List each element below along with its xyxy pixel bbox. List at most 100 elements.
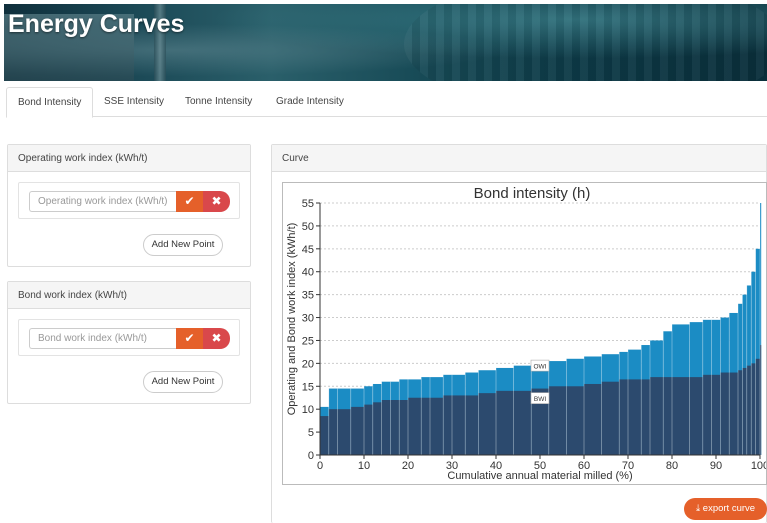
bwi-bar xyxy=(328,409,338,455)
tab-bond-intensity[interactable]: Bond Intensity xyxy=(6,87,94,118)
banner-pipe-image xyxy=(154,4,166,81)
owi-bar xyxy=(755,248,760,455)
bwi-bar xyxy=(443,395,452,455)
owi-input-group: ✔ ✖ xyxy=(18,182,240,219)
owi-clear-button[interactable]: ✖ xyxy=(203,191,230,212)
bwi-bar xyxy=(755,358,760,455)
bwi-bar xyxy=(566,386,584,455)
chart-axes xyxy=(316,202,761,459)
checkmark-icon: ✔ xyxy=(184,331,195,345)
bwi-bar xyxy=(430,397,444,455)
bwi-bar xyxy=(337,409,351,455)
y-tick-labels: 0 5 10 15 20 25 30 35 40 45 50 55 xyxy=(302,198,314,462)
bwi-bar xyxy=(760,345,762,455)
bwi-bar xyxy=(320,416,329,455)
owi-annotation: OWI xyxy=(534,364,547,371)
bwi-bar xyxy=(399,400,408,455)
y-tick-label: 25 xyxy=(302,335,314,347)
tab-grade-intensity[interactable]: Grade Intensity xyxy=(276,96,344,107)
owi-input[interactable] xyxy=(29,191,176,212)
x-tick-label: 40 xyxy=(490,460,502,472)
bwi-bar xyxy=(672,377,690,455)
x-tick-label: 50 xyxy=(534,460,546,472)
x-tick-label: 0 xyxy=(317,460,323,472)
bwi-bar xyxy=(641,379,650,455)
owi-panel-title: Operating work index (kWh/t) xyxy=(8,145,250,172)
bwi-bar xyxy=(421,397,430,455)
y-tick-label: 30 xyxy=(302,313,314,325)
bwi-add-point-button[interactable]: Add New Point xyxy=(143,371,223,393)
tab-sse-intensity[interactable]: SSE Intensity xyxy=(104,96,165,107)
export-curve-button[interactable]: ⤓ export curve xyxy=(684,498,767,520)
owi-bar xyxy=(760,203,762,455)
owi-add-point-button[interactable]: Add New Point xyxy=(143,234,223,256)
bwi-bar xyxy=(689,377,703,455)
y-tick-label: 50 xyxy=(302,221,314,233)
x-tick-label: 30 xyxy=(446,460,458,472)
banner-machinery-image xyxy=(4,14,134,81)
y-tick-label: 40 xyxy=(302,267,314,279)
checkmark-icon: ✔ xyxy=(184,194,195,208)
bond-intensity-chart: Bond intensity (h) 0 5 10 15 20 25 30 35 40 45 50 5… xyxy=(282,182,767,485)
tab-bar: Bond Intensity SSE Intensity Tonne Inten… xyxy=(6,87,767,118)
x-tick-label: 70 xyxy=(622,460,634,472)
y-tick-label: 15 xyxy=(302,381,314,393)
y-tick-label: 10 xyxy=(302,404,314,416)
bwi-bar xyxy=(408,397,422,455)
chart-title: Bond intensity (h) xyxy=(474,185,591,202)
close-icon: ✖ xyxy=(211,194,222,208)
y-tick-label: 0 xyxy=(308,450,314,462)
bwi-bar xyxy=(496,390,514,455)
bwi-input[interactable] xyxy=(29,328,176,349)
owi-confirm-button[interactable]: ✔ xyxy=(176,191,203,212)
bwi-clear-button[interactable]: ✖ xyxy=(203,328,230,349)
bwi-bar xyxy=(531,388,549,455)
bwi-bar xyxy=(381,400,391,455)
bwi-bar xyxy=(751,363,756,455)
x-tick-labels: 0 10 20 30 40 50 60 70 80 90 100 xyxy=(317,460,767,472)
bwi-bar xyxy=(452,395,466,455)
y-axis-label: Operating and Bond work index (kWh/t) xyxy=(286,223,298,416)
y-tick-label: 20 xyxy=(302,358,314,370)
y-tick-label: 45 xyxy=(302,244,314,256)
x-tick-label: 20 xyxy=(402,460,414,472)
bwi-confirm-button[interactable]: ✔ xyxy=(176,328,203,349)
bwi-bar xyxy=(513,390,532,455)
annotation-box xyxy=(530,359,550,372)
bwi-panel-title: Bond work index (kWh/t) xyxy=(8,282,250,309)
export-curve-label: export curve xyxy=(702,503,756,514)
bwi-bar xyxy=(548,386,567,455)
bwi-bar xyxy=(720,372,730,455)
x-tick-label: 100 xyxy=(751,460,766,472)
download-icon: ⤓ xyxy=(695,503,701,514)
header-banner: Energy Curves xyxy=(4,4,767,81)
bwi-bar xyxy=(364,404,373,455)
chart-svg: Bond intensity (h) 0 5 10 15 20 25 30 35 40 45 50 5… xyxy=(286,185,767,482)
y-tick-label: 55 xyxy=(302,198,314,210)
bwi-bar xyxy=(738,370,743,455)
bwi-bar xyxy=(465,395,479,455)
bwi-annotation: BWI xyxy=(534,396,546,403)
y-tick-label: 35 xyxy=(302,290,314,302)
bwi-panel: Bond work index (kWh/t) ✔ ✖ Add New Poin… xyxy=(7,281,251,404)
bwi-bar xyxy=(350,406,364,455)
owi-panel: Operating work index (kWh/t) ✔ ✖ Add New… xyxy=(7,144,251,267)
bwi-bar xyxy=(601,381,620,455)
bwi-bar xyxy=(711,374,721,455)
banner-mill-drum-image xyxy=(404,4,767,81)
y-tick-label: 5 xyxy=(308,427,314,439)
x-tick-label: 10 xyxy=(358,460,370,472)
chart-annotations: OWI BWI xyxy=(530,359,550,404)
bwi-bar xyxy=(650,377,664,455)
bwi-bar xyxy=(619,379,628,455)
bwi-bar xyxy=(742,367,747,455)
bwi-bar xyxy=(663,377,672,455)
bwi-bar xyxy=(628,379,642,455)
page-title: Energy Curves xyxy=(8,10,185,38)
curve-panel-title: Curve xyxy=(272,145,766,172)
bwi-bar xyxy=(746,365,752,455)
tab-tonne-intensity[interactable]: Tonne Intensity xyxy=(185,96,253,107)
bwi-bar xyxy=(372,402,382,455)
bwi-bar xyxy=(584,383,602,455)
bwi-bar xyxy=(702,374,712,455)
